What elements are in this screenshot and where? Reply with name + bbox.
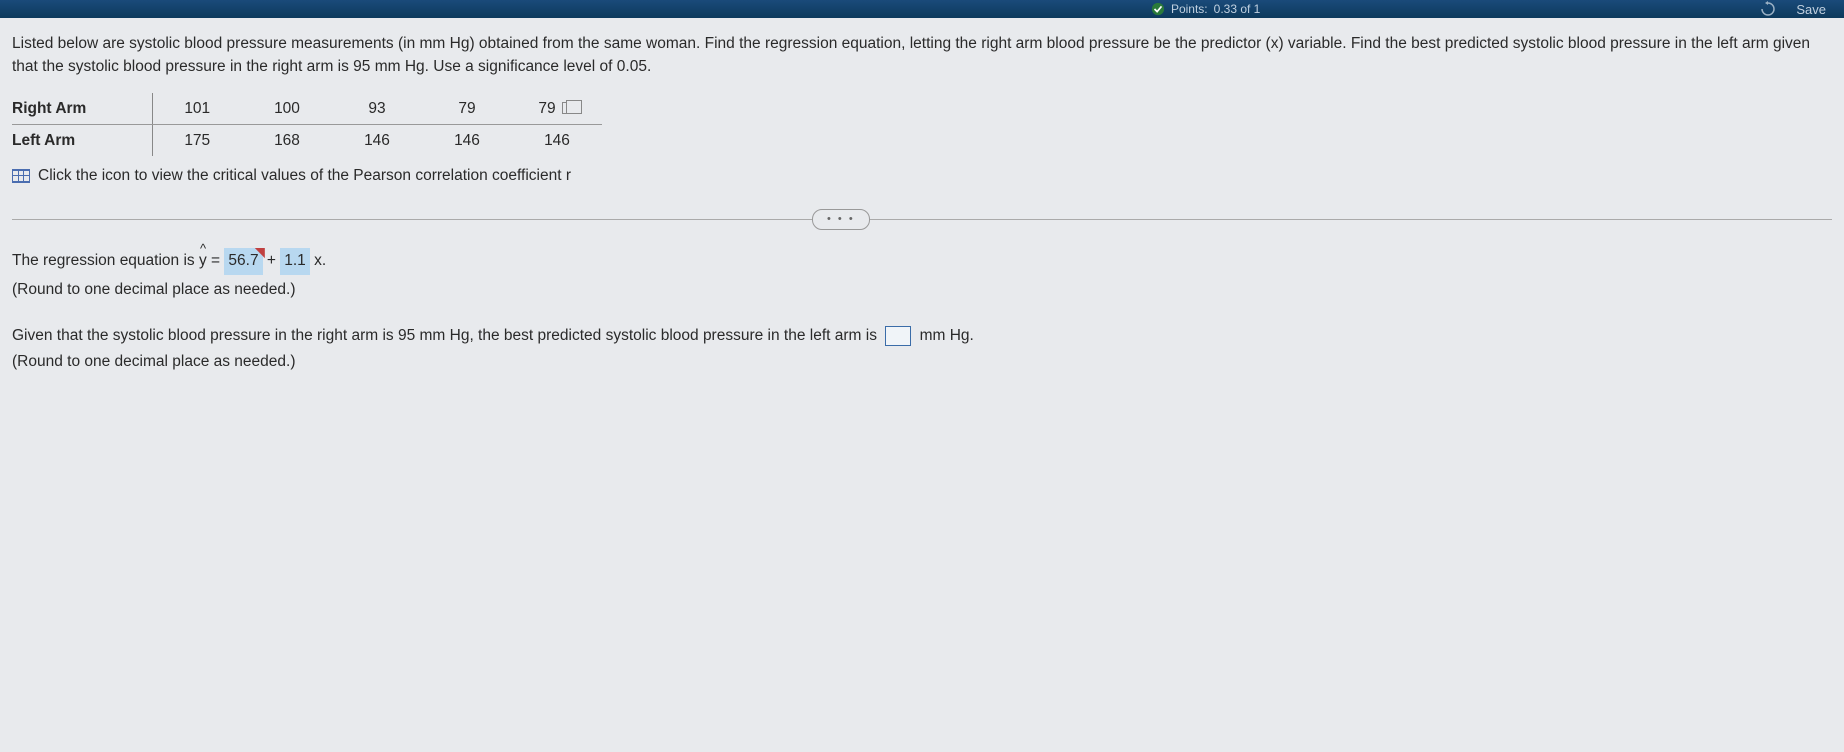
slope-input[interactable]: 1.1 xyxy=(280,248,310,274)
data-cell: 175 xyxy=(152,124,242,156)
divider: • • • xyxy=(12,219,1832,220)
equals-sign: = xyxy=(207,252,225,269)
data-cell: 79 xyxy=(422,93,512,125)
copy-icon[interactable] xyxy=(562,102,576,114)
prediction-line: Given that the systolic blood pressure i… xyxy=(12,323,1832,349)
critical-values-link[interactable]: Click the icon to view the critical valu… xyxy=(12,164,1832,187)
table-icon xyxy=(12,169,30,183)
data-cell: 79 xyxy=(512,93,602,125)
data-cell: 146 xyxy=(422,124,512,156)
round-note-2: (Round to one decimal place as needed.) xyxy=(12,349,1832,375)
data-cell: 93 xyxy=(332,93,422,125)
data-table: Right Arm 101 100 93 79 79 Left Arm 175 … xyxy=(12,93,602,157)
content-area: Listed below are systolic blood pressure… xyxy=(0,18,1844,390)
x-suffix: x. xyxy=(310,252,326,269)
data-cell: 146 xyxy=(512,124,602,156)
link-text: Click the icon to view the critical valu… xyxy=(38,164,571,187)
points-label: Points: xyxy=(1171,2,1208,16)
sync-icon[interactable] xyxy=(1760,1,1776,17)
question-text: Listed below are systolic blood pressure… xyxy=(12,32,1832,79)
data-cell: 168 xyxy=(242,124,332,156)
prediction-input[interactable] xyxy=(885,326,911,346)
data-cell: 146 xyxy=(332,124,422,156)
table-row: Left Arm 175 168 146 146 146 xyxy=(12,124,602,156)
pred-suffix: mm Hg. xyxy=(915,327,974,344)
points-section: Points: 0.33 of 1 xyxy=(1151,2,1260,16)
expand-button[interactable]: • • • xyxy=(812,209,870,230)
save-button[interactable]: Save xyxy=(1796,2,1826,17)
data-cell: 101 xyxy=(152,93,242,125)
y-hat-symbol: y xyxy=(199,248,207,274)
cursor-caret-icon: ◥ xyxy=(255,242,264,262)
points-value: 0.33 of 1 xyxy=(1214,2,1261,16)
answer-section: The regression equation is y = 56.7◥ + 1… xyxy=(12,248,1832,375)
table-row: Right Arm 101 100 93 79 79 xyxy=(12,93,602,125)
round-note-1: (Round to one decimal place as needed.) xyxy=(12,277,1832,303)
check-icon xyxy=(1151,2,1165,16)
row-label-right: Right Arm xyxy=(12,93,152,125)
regression-equation-line: The regression equation is y = 56.7◥ + 1… xyxy=(12,248,1832,274)
data-cell: 100 xyxy=(242,93,332,125)
top-bar: Points: 0.33 of 1 Save xyxy=(0,0,1844,18)
pred-prefix: Given that the systolic blood pressure i… xyxy=(12,327,881,344)
plus-sign: + xyxy=(263,252,281,269)
intercept-input[interactable]: 56.7◥ xyxy=(224,248,262,274)
row-label-left: Left Arm xyxy=(12,124,152,156)
eq-prefix: The regression equation is xyxy=(12,252,199,269)
